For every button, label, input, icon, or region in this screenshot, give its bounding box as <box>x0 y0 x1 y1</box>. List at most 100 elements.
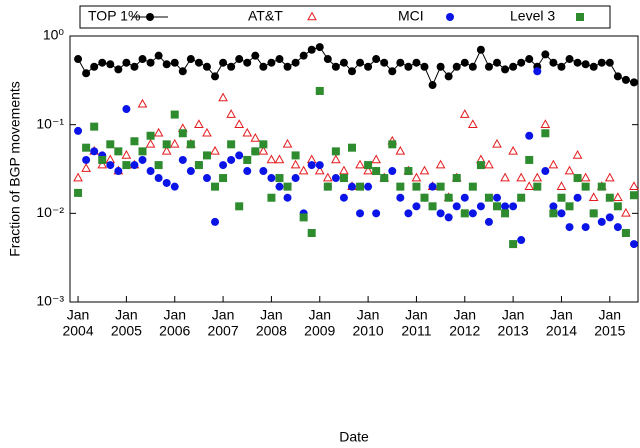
data-point <box>565 202 574 211</box>
data-point <box>298 165 309 175</box>
data-point <box>82 155 91 164</box>
data-point <box>169 138 180 148</box>
data-point <box>138 147 147 156</box>
data-point <box>235 151 244 160</box>
data-point <box>452 174 461 183</box>
y-tick-label: 10⁻² <box>36 204 64 220</box>
y-axis-label: Fraction of BGP movements <box>7 81 23 257</box>
data-point <box>573 174 582 183</box>
data-point <box>106 60 115 69</box>
data-point <box>122 105 131 114</box>
legend-label: Level 3 <box>510 8 555 24</box>
data-point <box>516 172 527 182</box>
data-point <box>146 58 155 67</box>
data-point <box>364 161 373 170</box>
data-point <box>114 147 123 156</box>
data-point <box>331 62 340 71</box>
data-point <box>97 159 108 169</box>
data-point <box>283 193 292 202</box>
data-point <box>307 45 316 54</box>
data-point <box>114 167 123 176</box>
data-point <box>314 165 325 175</box>
data-point <box>242 127 253 137</box>
data-point <box>476 202 485 211</box>
data-point <box>227 62 236 71</box>
data-point <box>291 151 300 160</box>
data-point <box>356 182 365 191</box>
data-point <box>323 55 332 64</box>
data-point <box>259 62 268 71</box>
data-point <box>484 193 493 202</box>
data-point <box>493 58 502 67</box>
data-point <box>211 182 220 191</box>
data-point <box>412 182 421 191</box>
data-point <box>388 140 397 149</box>
data-point <box>572 149 583 159</box>
legend-marker <box>146 13 154 21</box>
data-point <box>283 182 292 191</box>
data-point <box>275 182 284 191</box>
data-point <box>605 193 614 202</box>
data-point <box>170 182 179 191</box>
data-point <box>218 92 228 102</box>
legend-marker <box>446 13 454 21</box>
data-point <box>161 145 172 155</box>
data-point <box>411 172 422 182</box>
data-point <box>557 62 566 71</box>
data-point <box>589 209 598 218</box>
data-point <box>580 172 591 182</box>
data-point <box>532 172 543 182</box>
data-point <box>154 161 163 170</box>
data-point <box>170 110 179 119</box>
data-point <box>121 149 132 159</box>
data-point <box>291 58 300 67</box>
data-point <box>412 58 421 67</box>
data-point <box>541 167 550 176</box>
data-point <box>290 159 301 169</box>
data-point <box>556 181 567 190</box>
data-point <box>444 213 453 222</box>
data-point <box>275 174 284 183</box>
data-point <box>74 55 83 64</box>
data-point <box>436 182 445 191</box>
data-point <box>517 58 526 67</box>
data-point <box>122 58 131 67</box>
data-point <box>565 223 574 232</box>
y-tick-label: 10⁰ <box>43 27 65 43</box>
data-point <box>501 202 510 211</box>
data-point <box>291 174 300 183</box>
data-point <box>98 58 107 67</box>
data-point <box>162 178 171 187</box>
data-point <box>282 138 293 148</box>
data-point <box>145 138 156 148</box>
data-point <box>81 163 91 172</box>
x-tick-label: 2007 <box>207 323 238 339</box>
x-tick-label: Jan <box>405 307 428 323</box>
data-point <box>581 182 590 191</box>
data-point <box>468 182 477 191</box>
data-point <box>467 119 478 128</box>
data-point <box>259 140 268 149</box>
data-point <box>564 165 575 175</box>
data-point <box>194 58 203 67</box>
data-point <box>468 209 477 218</box>
data-point <box>525 131 534 140</box>
x-tick-label: Jan <box>67 307 90 323</box>
data-point <box>202 174 211 183</box>
data-point <box>243 58 252 67</box>
data-point <box>364 182 373 191</box>
data-point <box>388 67 397 76</box>
legend-box <box>79 5 611 29</box>
data-point <box>372 167 381 176</box>
data-point <box>492 138 502 148</box>
data-point <box>549 209 558 218</box>
data-point <box>573 193 582 202</box>
data-point <box>130 161 139 170</box>
data-point <box>356 209 365 218</box>
data-point <box>130 62 139 71</box>
data-point <box>380 58 389 67</box>
data-point <box>533 67 542 76</box>
data-point <box>500 172 510 182</box>
data-point <box>130 137 139 146</box>
data-point <box>251 51 260 60</box>
